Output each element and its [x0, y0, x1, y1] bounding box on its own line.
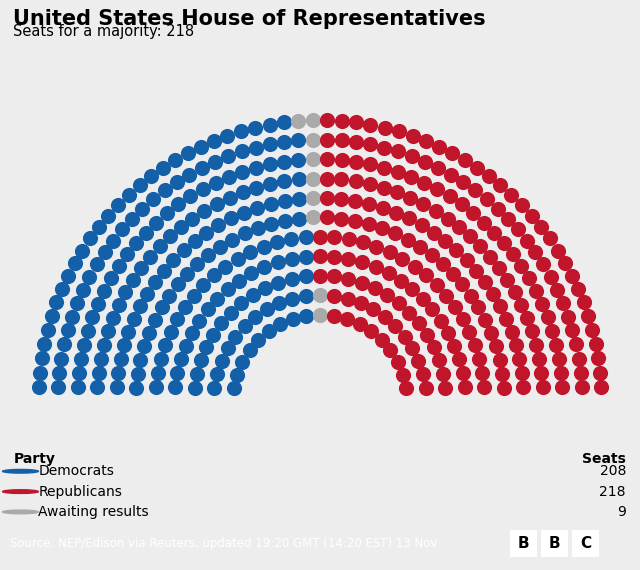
Text: Seats: Seats: [582, 452, 626, 466]
FancyBboxPatch shape: [510, 530, 537, 557]
FancyBboxPatch shape: [572, 530, 599, 557]
FancyBboxPatch shape: [541, 530, 568, 557]
Text: Democrats: Democrats: [38, 465, 115, 478]
Text: 218: 218: [600, 484, 626, 499]
Text: 9: 9: [617, 505, 626, 519]
Text: Awaiting results: Awaiting results: [38, 505, 149, 519]
Text: Republicans: Republicans: [38, 484, 122, 499]
Circle shape: [3, 510, 38, 514]
Circle shape: [3, 490, 38, 494]
Text: Seats for a majority: 218: Seats for a majority: 218: [13, 24, 194, 39]
Text: Party: Party: [14, 452, 56, 466]
Text: United States House of Representatives: United States House of Representatives: [13, 9, 485, 28]
Text: 208: 208: [600, 465, 626, 478]
Text: B: B: [548, 536, 560, 551]
Text: B: B: [518, 536, 529, 551]
Circle shape: [3, 470, 38, 473]
Text: Source: NEP/Edison via Reuters, updated 19:20 GMT (14:20 EST) 13 Nov: Source: NEP/Edison via Reuters, updated …: [10, 538, 437, 550]
Text: C: C: [580, 536, 591, 551]
